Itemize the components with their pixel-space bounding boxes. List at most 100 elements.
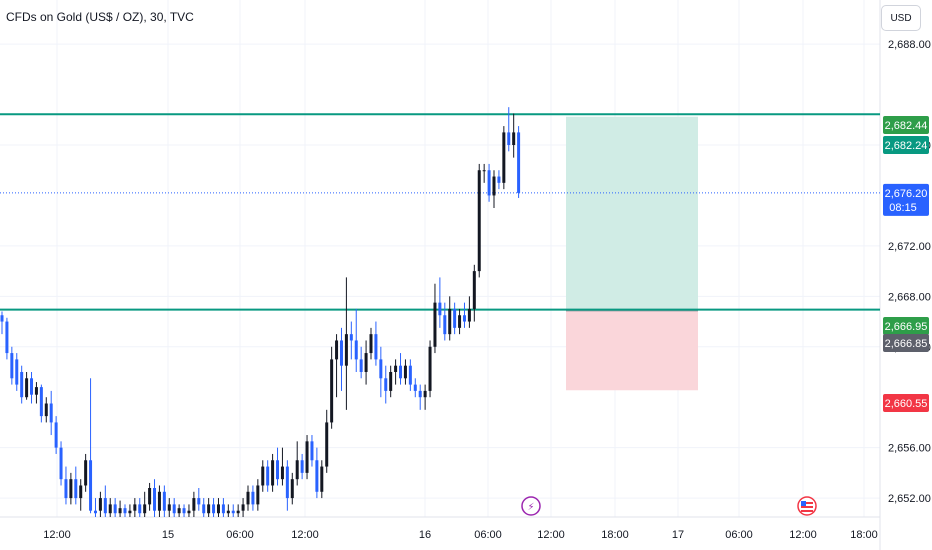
candle-body xyxy=(118,508,122,514)
price-tick-label: 2,672.00 xyxy=(888,241,931,253)
candle xyxy=(266,460,270,492)
candle-body xyxy=(187,510,191,514)
candle-body xyxy=(330,359,334,423)
candle-body xyxy=(192,498,196,511)
candle-body xyxy=(143,504,147,514)
candle xyxy=(69,472,73,505)
candle-body xyxy=(295,460,299,480)
candlestick-series[interactable] xyxy=(0,107,521,517)
candle xyxy=(379,346,383,398)
candle xyxy=(305,435,309,480)
candle xyxy=(162,485,166,517)
candle xyxy=(187,504,191,517)
candle-body xyxy=(310,441,314,461)
candle-body xyxy=(207,504,211,514)
candle xyxy=(212,498,216,517)
time-tick-label: 06:00 xyxy=(725,529,753,541)
candle-body xyxy=(418,390,422,398)
candle-body xyxy=(0,315,4,322)
candle xyxy=(339,327,343,391)
candle xyxy=(369,327,373,360)
candle xyxy=(344,277,348,410)
candle-body xyxy=(433,302,437,347)
candle-body xyxy=(369,334,373,354)
candle xyxy=(25,371,29,400)
candle xyxy=(428,340,432,398)
candle xyxy=(477,163,481,278)
candle-body xyxy=(98,498,102,511)
candle-body xyxy=(339,340,343,366)
candle xyxy=(113,498,117,517)
flag-stripe xyxy=(801,510,813,512)
candle xyxy=(295,441,299,486)
candle xyxy=(467,296,471,328)
currency-button[interactable]: USD xyxy=(881,5,921,31)
flash-event-circle xyxy=(521,496,541,516)
candle xyxy=(384,365,388,404)
candle-body xyxy=(153,487,157,511)
time-tick-label: 18:00 xyxy=(850,529,878,541)
candle xyxy=(492,170,496,209)
candle-body xyxy=(49,403,53,423)
price-badge-red xyxy=(883,394,929,412)
event-markers[interactable]: ⚡ xyxy=(521,496,817,516)
candle xyxy=(197,487,201,511)
candle xyxy=(280,447,284,486)
candle-body xyxy=(251,491,255,505)
price-axis[interactable]: 2,688.002,680.002,672.002,668.002,664.00… xyxy=(888,39,931,505)
candle-body xyxy=(389,371,393,391)
candle-body xyxy=(354,340,358,360)
candle xyxy=(482,163,486,183)
flag-stripe xyxy=(801,506,813,508)
price-badge-teal xyxy=(883,136,929,154)
candle xyxy=(354,308,358,372)
candle-body xyxy=(172,504,176,514)
candle-body xyxy=(477,170,481,272)
time-tick-label: 18:00 xyxy=(601,529,629,541)
candle xyxy=(221,498,225,517)
candle xyxy=(271,453,275,492)
candle xyxy=(30,371,34,404)
time-axis[interactable]: 12:00 15 06:00 12:00 16 06:00 12:00 18:00 17 06:0… xyxy=(43,529,878,541)
candle xyxy=(39,384,43,423)
candle-body xyxy=(344,334,348,366)
candle-body xyxy=(517,132,521,193)
candle xyxy=(64,466,68,505)
candle xyxy=(251,485,255,511)
candle-body xyxy=(20,371,24,398)
price-badge-label: 2,682.24 xyxy=(885,140,928,152)
candle-body xyxy=(197,498,201,505)
candle-body xyxy=(54,422,58,448)
candle-body xyxy=(271,460,275,486)
candle xyxy=(438,277,442,328)
candle xyxy=(192,491,196,517)
price-badge-label: 2,660.55 xyxy=(885,398,928,410)
long-position-tool[interactable] xyxy=(566,116,698,391)
time-tick-label: 12:00 xyxy=(537,529,565,541)
candle xyxy=(458,308,462,335)
candle xyxy=(10,346,14,385)
time-tick-label: 16 xyxy=(419,529,431,541)
flag-stripe xyxy=(801,502,813,504)
candle-body xyxy=(423,390,427,398)
candle xyxy=(246,485,250,511)
candle xyxy=(448,296,452,341)
us-flag-event-icon xyxy=(797,496,817,516)
candle xyxy=(408,359,412,391)
time-tick-label: 06:00 xyxy=(474,529,502,541)
candle xyxy=(143,491,147,517)
candle xyxy=(89,378,93,514)
candle-body xyxy=(443,315,447,335)
candle xyxy=(207,498,211,517)
candle xyxy=(403,359,407,385)
price-tick-label: 2,688.00 xyxy=(888,39,931,51)
candle xyxy=(472,264,476,322)
candle xyxy=(0,311,4,335)
candle-body xyxy=(148,487,152,505)
candle xyxy=(261,460,265,492)
price-badge-green xyxy=(883,116,929,134)
price-badge-green xyxy=(883,317,929,335)
flash-event-glyph: ⚡ xyxy=(527,502,534,513)
candle xyxy=(118,500,122,517)
